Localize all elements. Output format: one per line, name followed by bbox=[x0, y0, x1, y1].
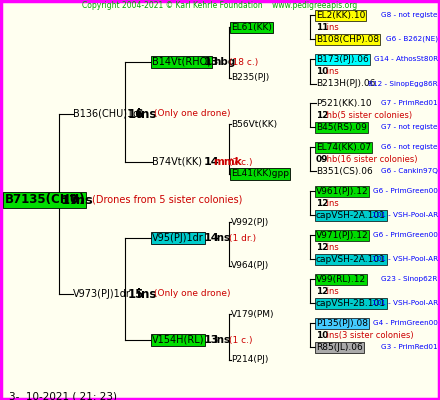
Text: B351(CS).06: B351(CS).06 bbox=[316, 167, 373, 176]
Text: 10: 10 bbox=[316, 67, 328, 76]
Text: G8 - not registe: G8 - not registe bbox=[381, 12, 438, 18]
Text: B56Vt(KK): B56Vt(KK) bbox=[231, 120, 277, 128]
Text: G3 - PrimRed01: G3 - PrimRed01 bbox=[381, 344, 438, 350]
Text: V961(PJ).12: V961(PJ).12 bbox=[316, 187, 369, 196]
Text: ins: ins bbox=[137, 108, 157, 120]
Text: (Only one drone): (Only one drone) bbox=[154, 110, 231, 118]
Text: B108(CHP).08: B108(CHP).08 bbox=[316, 35, 379, 44]
Text: 101 - VSH-Pool-AR: 101 - VSH-Pool-AR bbox=[372, 300, 438, 306]
Text: G6 - B262(NE): G6 - B262(NE) bbox=[386, 36, 438, 42]
Text: (18 c.): (18 c.) bbox=[229, 58, 258, 66]
Text: hb(16 sister colonies): hb(16 sister colonies) bbox=[324, 155, 417, 164]
Text: G7 - PrimRed01: G7 - PrimRed01 bbox=[381, 100, 438, 106]
Text: EL41(KK)gpp: EL41(KK)gpp bbox=[231, 170, 289, 178]
Text: V179(PM): V179(PM) bbox=[231, 310, 275, 318]
Text: capVSH-2A.101: capVSH-2A.101 bbox=[316, 211, 386, 220]
Text: G14 - AthosSt80R: G14 - AthosSt80R bbox=[374, 56, 438, 62]
Text: 12: 12 bbox=[316, 199, 328, 208]
Text: R85(JL).06: R85(JL).06 bbox=[316, 343, 363, 352]
Text: (1 c.): (1 c.) bbox=[229, 336, 252, 344]
Text: ins(3 sister colonies): ins(3 sister colonies) bbox=[324, 331, 414, 340]
Text: V971(PJ).12: V971(PJ).12 bbox=[316, 231, 369, 240]
Text: V973(PJ)1dr: V973(PJ)1dr bbox=[73, 289, 131, 299]
Text: G7 - not registe: G7 - not registe bbox=[381, 124, 438, 130]
Text: capVSH-2A.101: capVSH-2A.101 bbox=[316, 255, 386, 264]
Text: B45(RS).09: B45(RS).09 bbox=[316, 123, 367, 132]
Text: B14Vt(RHO): B14Vt(RHO) bbox=[152, 57, 211, 67]
Text: V99(RL).12: V99(RL).12 bbox=[316, 275, 366, 284]
Text: (1 dr.): (1 dr.) bbox=[229, 234, 256, 242]
Text: G23 - Sinop62R: G23 - Sinop62R bbox=[381, 276, 438, 282]
Text: ins: ins bbox=[137, 288, 157, 300]
Text: 10: 10 bbox=[316, 331, 328, 340]
Text: 13: 13 bbox=[203, 335, 219, 345]
Text: ins: ins bbox=[72, 194, 94, 206]
Text: (Drones from 5 sister colonies): (Drones from 5 sister colonies) bbox=[92, 195, 243, 205]
Text: B173(PJ).06: B173(PJ).06 bbox=[316, 55, 369, 64]
Text: 15: 15 bbox=[128, 288, 144, 300]
Text: ins: ins bbox=[213, 335, 230, 345]
Text: (7 c.): (7 c.) bbox=[229, 158, 252, 166]
Text: 09: 09 bbox=[316, 155, 328, 164]
Text: hbg: hbg bbox=[213, 57, 235, 67]
Text: hb(5 sister colonies): hb(5 sister colonies) bbox=[324, 111, 412, 120]
Text: V992(PJ): V992(PJ) bbox=[231, 218, 269, 226]
Text: G6 - Cankin97Q: G6 - Cankin97Q bbox=[381, 168, 438, 174]
Text: V964(PJ): V964(PJ) bbox=[231, 262, 269, 270]
Text: B12 - SinopEgg86R: B12 - SinopEgg86R bbox=[368, 81, 438, 87]
Text: 12: 12 bbox=[316, 287, 328, 296]
Text: ins: ins bbox=[324, 243, 339, 252]
Text: 11: 11 bbox=[316, 23, 328, 32]
Text: P214(PJ): P214(PJ) bbox=[231, 356, 268, 364]
Text: G4 - PrimGreen00: G4 - PrimGreen00 bbox=[373, 320, 438, 326]
Text: 12: 12 bbox=[316, 243, 328, 252]
Text: 101 - VSH-Pool-AR: 101 - VSH-Pool-AR bbox=[372, 256, 438, 262]
Text: V154H(RL): V154H(RL) bbox=[152, 335, 204, 345]
Text: B235(PJ): B235(PJ) bbox=[231, 74, 269, 82]
Text: EL61(KK): EL61(KK) bbox=[231, 23, 272, 32]
Text: 17: 17 bbox=[61, 194, 79, 206]
Text: P135(PJ).08: P135(PJ).08 bbox=[316, 319, 368, 328]
Text: 14: 14 bbox=[203, 233, 219, 243]
Text: 14: 14 bbox=[203, 157, 219, 167]
Text: 101 - VSH-Pool-AR: 101 - VSH-Pool-AR bbox=[372, 212, 438, 218]
Text: P521(KK).10: P521(KK).10 bbox=[316, 99, 371, 108]
Text: capVSH-2B.101: capVSH-2B.101 bbox=[316, 299, 386, 308]
Text: B213H(PJ).06: B213H(PJ).06 bbox=[316, 80, 375, 88]
Text: G6 - PrimGreen00: G6 - PrimGreen00 bbox=[373, 232, 438, 238]
Text: 16: 16 bbox=[128, 108, 144, 120]
Text: G6 - not registe: G6 - not registe bbox=[381, 144, 438, 150]
Text: EL74(KK).07: EL74(KK).07 bbox=[316, 143, 371, 152]
Text: B74Vt(KK): B74Vt(KK) bbox=[152, 157, 202, 167]
Text: ins: ins bbox=[324, 23, 339, 32]
Text: (Only one drone): (Only one drone) bbox=[154, 290, 231, 298]
Text: ins: ins bbox=[324, 199, 339, 208]
Text: G6 - PrimGreen00: G6 - PrimGreen00 bbox=[373, 188, 438, 194]
Text: ins: ins bbox=[324, 67, 339, 76]
Text: V95(PJ)1dr: V95(PJ)1dr bbox=[152, 233, 204, 243]
Text: EL2(KK).10: EL2(KK).10 bbox=[316, 11, 365, 20]
Text: Copyright 2004-2021 © Karl Kehrle Foundation    www.pedigreeapis.org: Copyright 2004-2021 © Karl Kehrle Founda… bbox=[82, 1, 358, 10]
Text: 13: 13 bbox=[203, 57, 219, 67]
Text: ins: ins bbox=[324, 287, 339, 296]
Text: 12: 12 bbox=[316, 111, 328, 120]
Text: ins: ins bbox=[213, 233, 230, 243]
Text: 3-  10-2021 ( 21: 23): 3- 10-2021 ( 21: 23) bbox=[9, 391, 117, 400]
Text: B136(CHU)1dr: B136(CHU)1dr bbox=[73, 109, 143, 119]
Text: B7135(CHU): B7135(CHU) bbox=[4, 194, 85, 206]
Text: mmk: mmk bbox=[213, 157, 242, 167]
